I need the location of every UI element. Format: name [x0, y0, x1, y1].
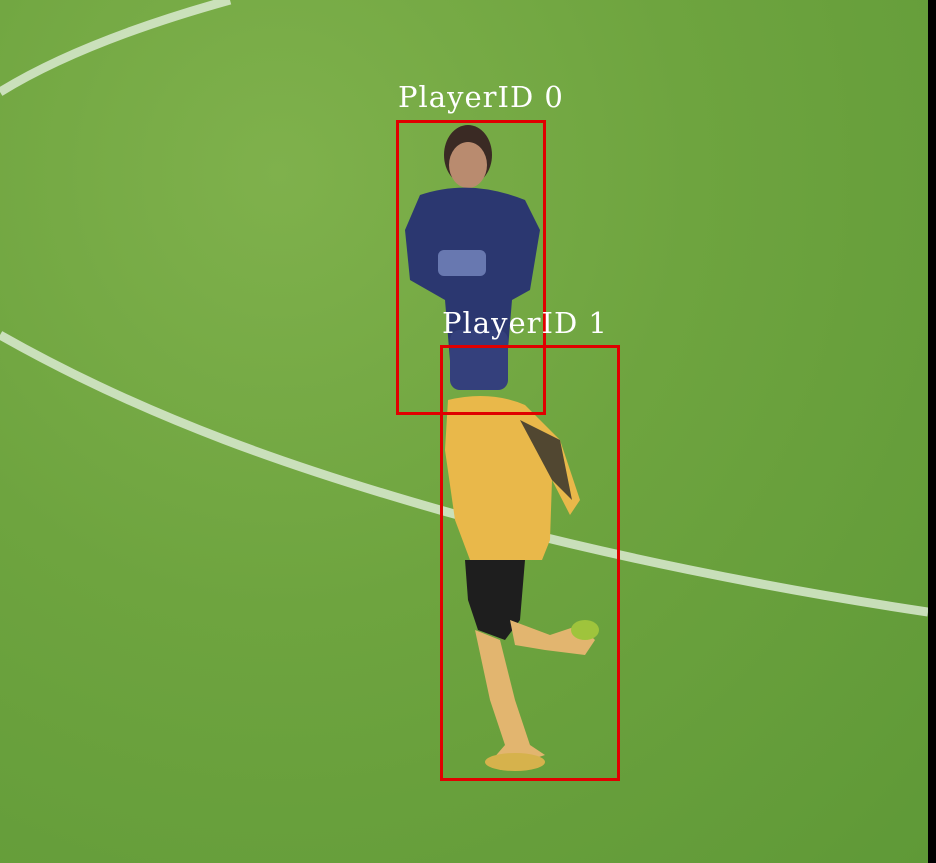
- player-1-label: PlayerID 1: [442, 306, 608, 340]
- player-0-label: PlayerID 0: [398, 80, 564, 114]
- player-1-figure: [445, 396, 599, 771]
- center-circle-arc: [0, 0, 232, 96]
- player-0-figure: [405, 125, 540, 390]
- player-0-bounding-box: [396, 120, 546, 415]
- frame-border-strip: [928, 0, 936, 863]
- player-1-bounding-box: [440, 345, 620, 781]
